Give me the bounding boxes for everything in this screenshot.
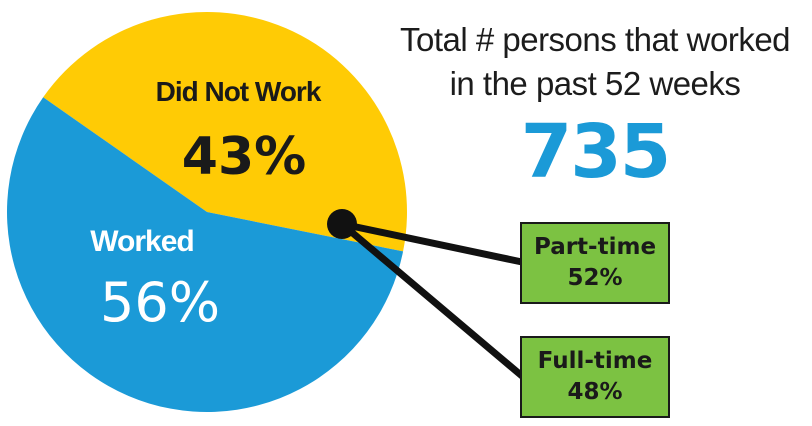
total-count: 735 xyxy=(520,109,671,195)
connector-dot xyxy=(327,209,357,239)
pie-slice-did-not-work xyxy=(43,12,407,252)
title-line-1: Total # persons that worked xyxy=(399,21,791,58)
part-time-value: 52% xyxy=(567,265,623,291)
part-time-box: Part-time 52% xyxy=(520,222,670,304)
full-time-label: Full-time xyxy=(537,348,653,374)
connector-full-time xyxy=(338,220,526,380)
title-line-2: in the past 52 weeks xyxy=(449,65,741,102)
slice-label-did-not-work: Did Not Work xyxy=(156,76,322,107)
full-time-value: 48% xyxy=(567,379,623,405)
slice-value-worked: 56% xyxy=(100,271,220,334)
pie-slices xyxy=(6,12,407,413)
connector-lines xyxy=(327,209,526,380)
full-time-box: Full-time 48% xyxy=(520,336,670,418)
chart-title: Total # persons that worked in the past … xyxy=(380,18,810,106)
pie-slice-worked xyxy=(6,97,404,413)
slice-value-did-not-work: 43% xyxy=(182,127,306,187)
connector-part-time xyxy=(338,220,526,266)
part-time-label: Part-time xyxy=(533,234,657,260)
slice-label-worked: Worked xyxy=(90,225,193,258)
